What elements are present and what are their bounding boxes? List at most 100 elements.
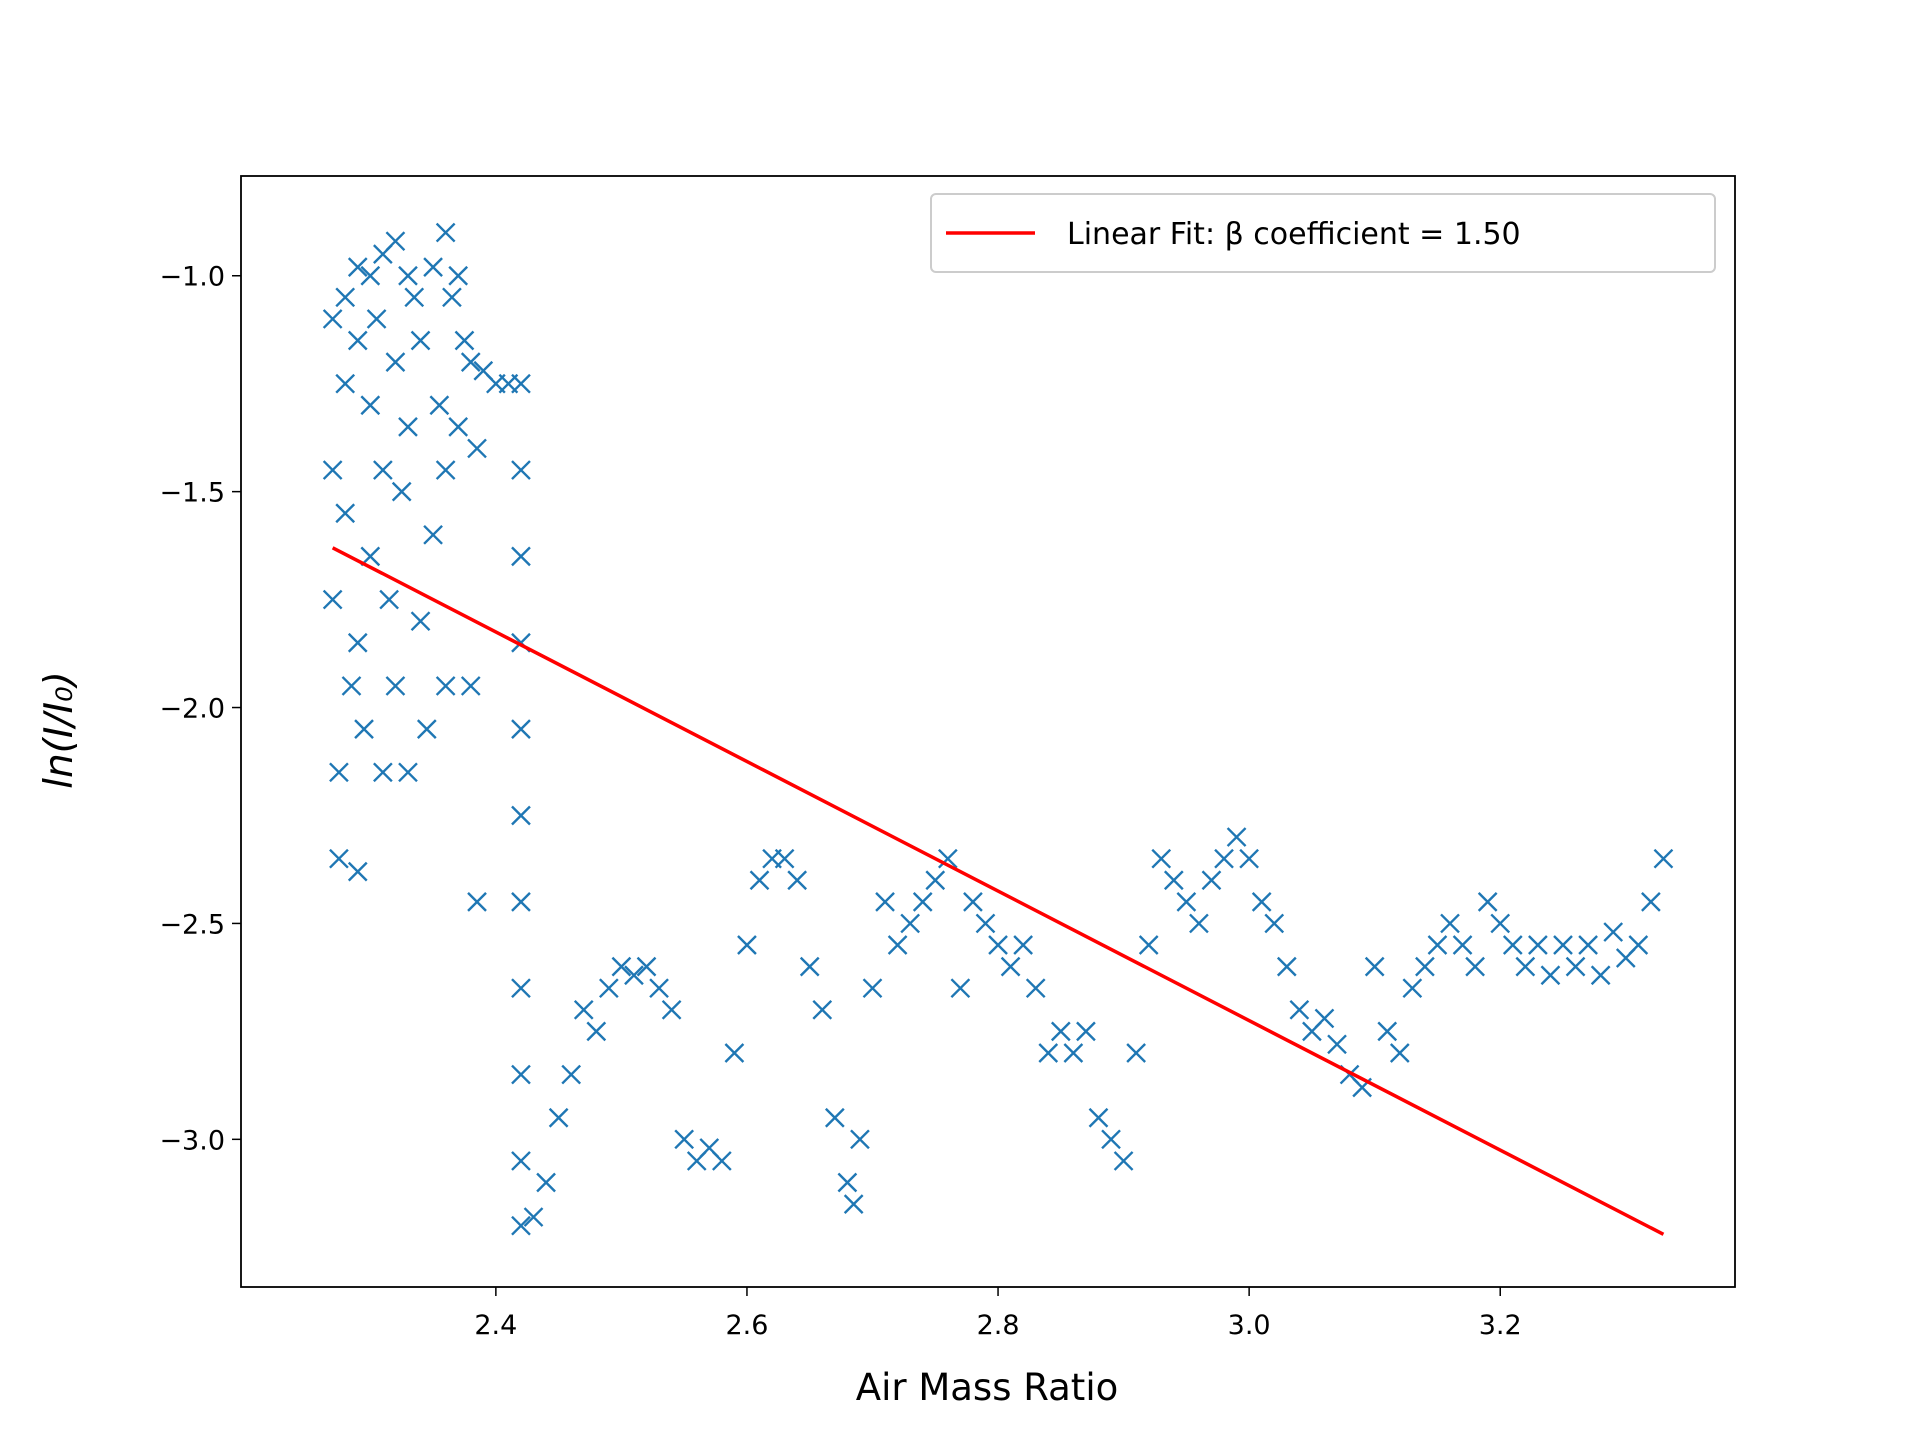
scatter-point (1565, 956, 1586, 977)
scatter-point (1050, 1021, 1071, 1042)
scatter-point (460, 676, 481, 696)
scatter-point (1163, 870, 1184, 891)
x-tick-label: 3.0 (1228, 1310, 1271, 1341)
scatter-point (335, 503, 356, 524)
scatter-point (1364, 956, 1385, 977)
scatter-point (329, 762, 349, 783)
scatter-point (1251, 891, 1272, 912)
scatter-point (963, 891, 983, 912)
scatter-point (1628, 935, 1649, 955)
scatter-point (335, 287, 356, 308)
scatter-point (912, 891, 933, 912)
scatter-point (398, 762, 418, 783)
scatter-point (1176, 891, 1197, 912)
scatter-point (548, 1107, 569, 1128)
x-tick-label: 2.4 (474, 1310, 517, 1341)
scatter-point (1440, 913, 1460, 934)
scatter-point (467, 438, 487, 459)
scatter-point (511, 1064, 531, 1085)
scatter-point (1264, 913, 1285, 934)
scatter-point (749, 870, 770, 891)
scatter-point (1590, 965, 1611, 986)
scatter-point (511, 1215, 531, 1236)
scatter-point (843, 1194, 864, 1214)
scatter-point (1025, 978, 1046, 999)
y-tick-label: −2.5 (159, 909, 225, 940)
scatter-point (774, 848, 795, 869)
scatter-point (322, 589, 343, 610)
scatter-point (724, 1043, 745, 1063)
scatter-point (511, 891, 531, 912)
scatter-point (347, 257, 368, 277)
scatter-point (1113, 1151, 1134, 1171)
scatter-point (347, 632, 368, 653)
scatter-point (1653, 848, 1674, 869)
scatter-point (423, 524, 443, 545)
scatter-point (1276, 956, 1297, 977)
scatter-point (467, 891, 487, 912)
scatter-point (404, 287, 425, 308)
scatter-point (1289, 999, 1310, 1020)
scatter-point (1239, 848, 1259, 869)
scatter-point (661, 999, 682, 1020)
scatter-point (454, 330, 475, 351)
scatter-point (611, 956, 632, 977)
scatter-point (1138, 935, 1159, 955)
scatter-point (1013, 935, 1033, 955)
scatter-point (366, 309, 387, 329)
scatter-point (448, 265, 469, 286)
y-tick-label: −1.5 (159, 478, 225, 509)
scatter-point (624, 965, 644, 986)
scatter-point (674, 1129, 695, 1150)
scatter-point (573, 999, 594, 1020)
scatter-point (824, 1107, 845, 1128)
scatter-point (511, 719, 531, 739)
scatter-point (900, 913, 921, 934)
scatter-point (937, 848, 958, 869)
scatter-point (649, 978, 669, 999)
scatter-point (410, 611, 431, 632)
scatter-point (1477, 891, 1498, 912)
scatter-point (435, 222, 456, 243)
scatter-point (1126, 1043, 1146, 1063)
scatter-point (435, 676, 456, 696)
scatter-point (460, 352, 481, 372)
scatter-point (398, 417, 418, 437)
scatter-point (586, 1021, 607, 1042)
scatter-point (1226, 827, 1247, 847)
scatter-point (1465, 956, 1485, 977)
scatter-point (385, 231, 406, 252)
legend-box (930, 193, 1716, 273)
scatter-point (385, 676, 406, 696)
scatter-point (1076, 1021, 1096, 1042)
x-tick-label: 2.6 (725, 1310, 768, 1341)
scatter-point (812, 999, 833, 1020)
scatter-point (1427, 935, 1448, 955)
scatter-point (373, 762, 393, 783)
scatter-point (636, 956, 657, 977)
scatter-point (416, 719, 437, 739)
y-axis-label: ln(I/I₀) (37, 671, 82, 789)
scatter-point (448, 417, 469, 437)
scatter-point (511, 805, 531, 826)
scatter-point (1314, 1008, 1335, 1029)
scatter-point (711, 1151, 732, 1171)
scatter-point (511, 373, 531, 394)
scatter-point (1189, 913, 1209, 934)
scatter-point (1000, 956, 1021, 977)
scatter-point (1578, 935, 1598, 955)
scatter-point (360, 395, 381, 416)
scatter-point (561, 1064, 582, 1085)
scatter-point (1088, 1107, 1109, 1128)
scatter-point (988, 935, 1008, 955)
scatter-point (391, 481, 412, 502)
scatter-point (354, 719, 374, 739)
scatter-point (1515, 956, 1536, 977)
scatter-point (341, 676, 362, 696)
y-tick-label: −3.0 (159, 1125, 225, 1156)
scatter-point (511, 460, 531, 480)
scatter-point (435, 460, 456, 480)
scatter-point (423, 257, 443, 277)
scatter-point (429, 395, 450, 416)
scatter-point (347, 330, 368, 351)
